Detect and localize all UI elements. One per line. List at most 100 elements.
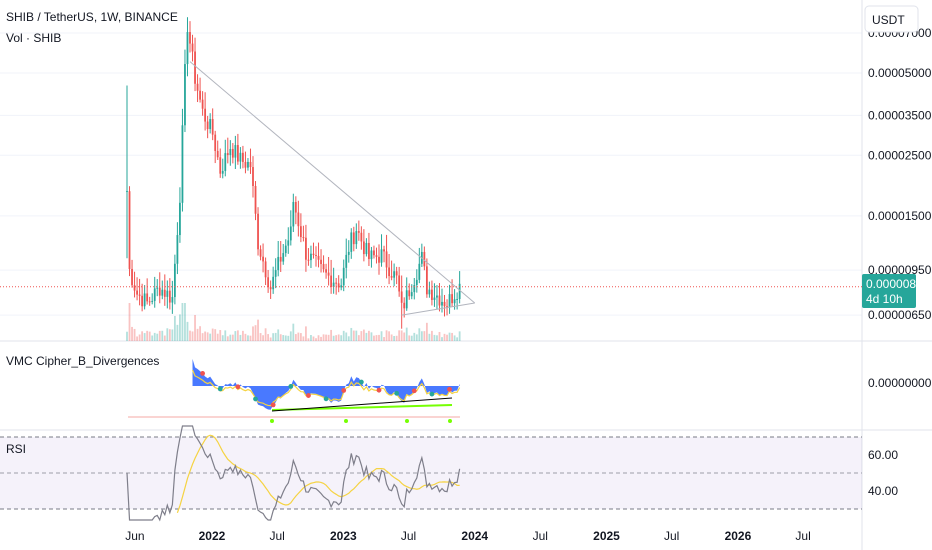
symbol-title[interactable]: SHIB / TetherUS, 1W, BINANCE	[6, 10, 178, 24]
candle-body	[433, 297, 436, 300]
candle-body	[307, 259, 310, 261]
candle-body	[224, 153, 227, 171]
volume-bar	[441, 337, 443, 341]
candle	[194, 37, 196, 92]
volume-bar	[425, 322, 428, 341]
rsi-legend[interactable]: RSI	[6, 442, 26, 456]
candle	[163, 274, 166, 306]
candle-body	[143, 293, 146, 307]
vmc-signal-dot	[217, 386, 223, 392]
candle-body	[231, 148, 234, 158]
candle-body	[176, 235, 179, 264]
volume-bar	[141, 331, 144, 341]
volume-bar	[236, 330, 239, 341]
candle-body	[279, 256, 282, 262]
volume-bar	[196, 328, 199, 341]
candle	[400, 275, 403, 329]
candle-body	[186, 32, 189, 65]
candle-body	[294, 201, 297, 213]
candle	[317, 242, 320, 268]
candle	[249, 148, 252, 174]
candle	[289, 210, 292, 246]
volume-bar	[151, 335, 154, 341]
time-axis-label: Jul	[533, 529, 548, 543]
trendline[interactable]	[401, 302, 475, 316]
candle	[403, 297, 406, 318]
candle	[242, 145, 244, 169]
volume-bar	[133, 328, 136, 341]
candle-body	[403, 302, 406, 309]
volume-bar	[231, 334, 234, 341]
currency-button[interactable]: USDT	[864, 5, 919, 33]
volume-bar	[299, 333, 302, 341]
candle-body	[216, 150, 219, 158]
volume-bar	[166, 328, 169, 341]
trendlines[interactable]	[189, 61, 476, 316]
candle	[342, 259, 345, 292]
candle-body	[249, 161, 252, 168]
candle	[274, 258, 277, 289]
candle-body	[365, 242, 368, 255]
candle	[325, 263, 327, 279]
vmc-signal-dot	[447, 386, 452, 392]
volume-bar	[420, 331, 423, 341]
candle-body	[395, 271, 398, 276]
volume-bar	[131, 326, 133, 341]
volume-bar	[156, 333, 159, 341]
volume-bar	[370, 332, 373, 341]
candle	[153, 276, 156, 308]
candle-body	[415, 279, 418, 285]
candle	[231, 143, 234, 164]
candle	[355, 223, 358, 249]
candle-body	[269, 287, 272, 290]
volume-bar	[168, 329, 171, 341]
volume-bar	[385, 330, 388, 341]
volume-bar	[264, 328, 267, 341]
candle-body	[206, 121, 209, 130]
candle	[320, 249, 322, 273]
candle-body	[368, 242, 370, 260]
candle-body	[284, 245, 287, 254]
candle	[176, 222, 179, 275]
volume-bar	[453, 335, 456, 341]
volume-bar	[249, 335, 252, 341]
candle	[206, 115, 209, 139]
currency-button-label[interactable]: USDT	[872, 13, 905, 27]
volume-bar	[352, 330, 355, 341]
candle	[264, 257, 267, 286]
vmc-signal-dot	[394, 390, 400, 396]
time-axis-label: Jul	[269, 529, 284, 543]
volume-bar	[209, 333, 212, 341]
trendline[interactable]	[189, 61, 476, 304]
volume-bar	[375, 335, 378, 341]
volume-bar	[325, 334, 327, 341]
candle	[224, 139, 227, 177]
candle-body	[370, 250, 373, 260]
time-axis[interactable]: Jun 2022 Jul 2023 Jul 2024 Jul 2025 Jul 2026 Jul	[125, 529, 811, 543]
volume-bar	[438, 331, 441, 341]
volume-bar	[310, 335, 312, 341]
candles[interactable]	[126, 17, 461, 329]
candle-body	[126, 191, 128, 193]
candle	[302, 225, 305, 242]
candle	[141, 283, 144, 312]
vmc-legend[interactable]: VMC Cipher_B_Divergences	[6, 354, 159, 368]
volume-legend[interactable]: Vol · SHIB	[6, 31, 61, 45]
current-price-badge: 0.00000826 4d 10h	[862, 274, 930, 308]
candle	[405, 277, 408, 311]
candle	[184, 49, 186, 133]
candle-body	[287, 240, 290, 246]
candle-body	[282, 253, 285, 262]
volume-bar	[292, 323, 295, 341]
volume-bar	[456, 337, 459, 341]
candle	[143, 285, 146, 310]
candle-body	[330, 275, 333, 287]
candle	[330, 259, 333, 294]
candle-body	[362, 241, 365, 255]
candle-body	[166, 290, 169, 297]
volume-bar	[284, 335, 287, 341]
candle-body	[456, 299, 459, 301]
rsi-scale-ticks[interactable]: 60.00 40.00	[868, 448, 898, 498]
